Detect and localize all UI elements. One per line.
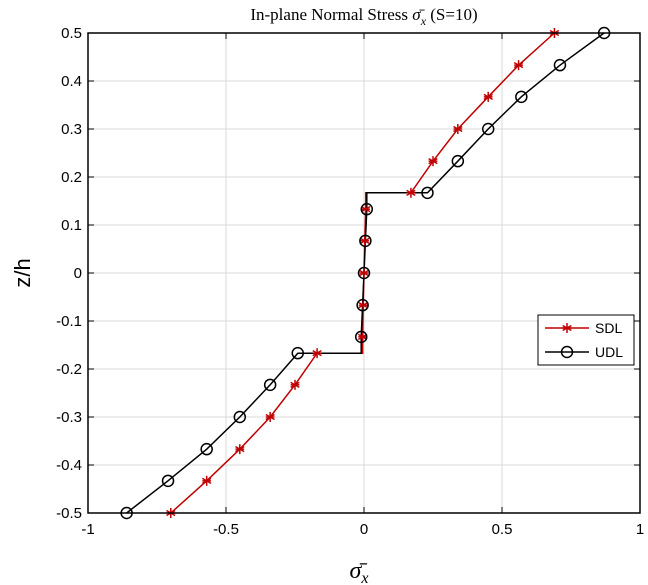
point-sdl xyxy=(312,348,322,359)
y-tick-label: -0.5 xyxy=(56,505,82,522)
legend-box xyxy=(537,314,635,366)
x-axis-label: σ̄x xyxy=(350,558,369,585)
x-tick-label: -0.5 xyxy=(213,521,239,538)
x-tick-label: 0.5 xyxy=(492,521,513,538)
y-tick-label: -0.3 xyxy=(56,409,82,426)
point-udl xyxy=(553,58,567,72)
point-udl xyxy=(515,90,528,104)
point-sdl xyxy=(201,475,212,486)
point-udl xyxy=(354,330,368,344)
y-axis-label: z/h xyxy=(10,258,35,287)
point-udl xyxy=(161,474,175,488)
point-udl xyxy=(291,346,305,360)
y-tick-label: 0.4 xyxy=(61,73,82,90)
point-sdl xyxy=(357,331,368,342)
legend-label-sdl: SDL xyxy=(595,320,622,336)
ticks xyxy=(87,32,641,514)
point-udl xyxy=(357,266,371,280)
chart-title-prefix: In-plane Normal Stress xyxy=(250,5,412,24)
x-tick-label: 1 xyxy=(636,521,644,538)
chart-title-subscript: x xyxy=(420,14,427,28)
point-sdl xyxy=(360,204,371,215)
y-tick-label: -0.1 xyxy=(56,313,82,330)
point-sdl xyxy=(428,156,438,167)
legend-marker-udl xyxy=(560,345,574,359)
legend-marker-sdl xyxy=(562,323,572,333)
y-tick-label: 0.5 xyxy=(61,25,82,42)
legend-label-udl: UDL xyxy=(595,344,623,360)
legend: SDL UDL xyxy=(537,314,635,366)
y-tick-label: -0.4 xyxy=(56,457,82,474)
legend-marker-sdl-glyph xyxy=(562,323,572,333)
point-udl xyxy=(360,202,374,216)
x-axis-label-subscript: x xyxy=(360,570,368,585)
point-sdl xyxy=(359,268,369,278)
y-tick-label: -0.2 xyxy=(56,361,82,378)
point-udl xyxy=(481,122,495,136)
x-tick-label: -1 xyxy=(81,521,94,538)
point-udl xyxy=(263,378,277,392)
point-sdl xyxy=(290,379,300,390)
point-udl xyxy=(359,234,372,248)
y-tick-label: 0 xyxy=(74,265,82,282)
point-sdl xyxy=(235,444,245,455)
chart-title: In-plane Normal Stress σ̄x (S=10) xyxy=(250,5,477,28)
point-sdl xyxy=(265,412,275,422)
y-tick-label: 0.2 xyxy=(61,169,82,186)
legend-marker-udl-glyph xyxy=(560,345,574,359)
point-udl xyxy=(233,410,247,424)
point-udl xyxy=(200,442,213,456)
point-udl xyxy=(421,186,434,200)
point-sdl xyxy=(513,60,524,71)
chart-title-suffix: (S=10) xyxy=(426,5,478,24)
point-udl xyxy=(451,154,465,168)
point-sdl xyxy=(358,300,368,311)
point-sdl xyxy=(453,124,463,134)
tick-labels: -1 -0.5 0 0.5 1-0.5-0.4-0.3-0.2-0.100.10.20.… xyxy=(56,25,644,538)
y-tick-label: 0.3 xyxy=(61,121,82,138)
point-sdl xyxy=(483,91,493,102)
y-tick-label: 0.1 xyxy=(61,217,82,234)
point-sdl xyxy=(406,187,416,198)
x-tick-label: 0 xyxy=(360,521,368,538)
point-sdl xyxy=(360,235,370,246)
point-udl xyxy=(356,298,369,312)
